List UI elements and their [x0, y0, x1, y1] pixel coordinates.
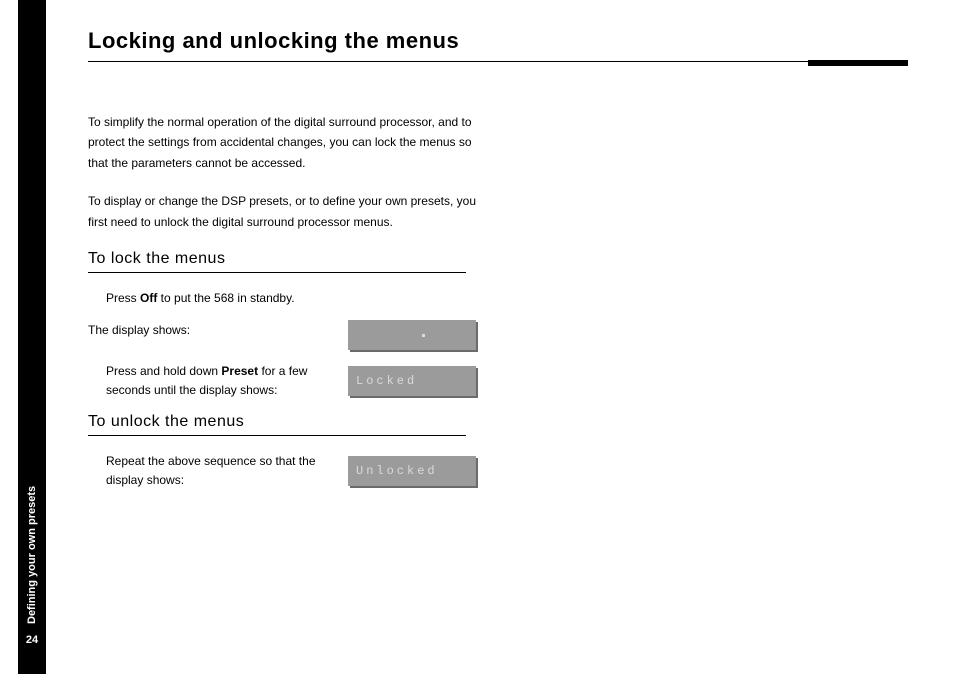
bold-off: Off — [140, 291, 157, 305]
content-area: Locking and unlocking the menus To simpl… — [88, 28, 908, 502]
sidebar-section-label: Defining your own presets — [18, 404, 46, 624]
intro-paragraph-2: To display or change the DSP presets, or… — [88, 191, 488, 232]
section-heading-unlock: To unlock the menus — [88, 413, 466, 436]
lcd-text: Locked — [356, 374, 417, 388]
step-row: Press Off to put the 568 in standby. — [88, 289, 488, 308]
lcd-text: Unlocked — [356, 464, 438, 478]
lcd-display-standby — [348, 320, 476, 350]
lcd-display-locked: Locked — [348, 366, 476, 396]
text-span: Press — [106, 291, 140, 305]
title-rule — [88, 60, 908, 64]
step-row: Repeat the above sequence so that the di… — [88, 452, 488, 490]
step-row: Press and hold down Preset for a few sec… — [88, 362, 488, 400]
intro-paragraph-1: To simplify the normal operation of the … — [88, 112, 488, 173]
display-box-wrap — [348, 320, 476, 350]
page-title: Locking and unlocking the menus — [88, 28, 908, 60]
display-intro-text: The display shows: — [88, 321, 338, 340]
step-text: Press and hold down Preset for a few sec… — [88, 362, 338, 400]
display-box-wrap: Unlocked — [348, 456, 476, 486]
display-box-wrap: Locked — [348, 366, 476, 396]
page: Defining your own presets 24 Locking and… — [0, 0, 954, 674]
title-rule-thin — [88, 61, 908, 62]
step-text: Repeat the above sequence so that the di… — [88, 452, 338, 490]
lcd-display-unlocked: Unlocked — [348, 456, 476, 486]
step-row: The display shows: — [88, 320, 488, 350]
title-rule-thick — [808, 60, 908, 66]
bold-preset: Preset — [221, 364, 258, 378]
text-span: Press and hold down — [106, 364, 221, 378]
page-number: 24 — [18, 634, 46, 646]
step-text: Press Off to put the 568 in standby. — [88, 289, 338, 308]
lcd-dot-icon — [422, 334, 425, 337]
text-span: to put the 568 in standby. — [157, 291, 294, 305]
section-heading-lock: To lock the menus — [88, 250, 466, 273]
